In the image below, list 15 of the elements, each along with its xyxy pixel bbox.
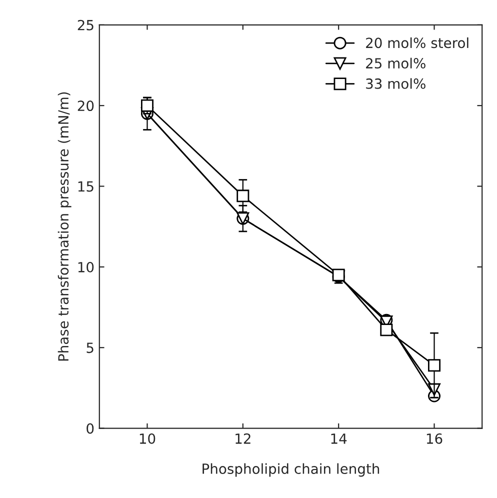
x-tick-label: 12 bbox=[236, 433, 250, 444]
y-axis-title: Phase transformation pressure (mN/m) bbox=[58, 92, 72, 361]
y-tick-label: 10 bbox=[78, 262, 94, 272]
legend-label: 20 mol% sterol bbox=[366, 37, 468, 48]
x-tick-label: 10 bbox=[140, 433, 156, 444]
legend-label: 33 mol% bbox=[366, 78, 426, 89]
x-axis-title: Phospholipid chain length bbox=[202, 463, 380, 477]
y-tick-label: 20 bbox=[78, 100, 94, 112]
y-tick-label: 0 bbox=[86, 423, 94, 434]
y-tick-label: 5 bbox=[86, 342, 94, 354]
x-tick-label: 16 bbox=[426, 433, 442, 444]
y-tick-label: 25 bbox=[78, 20, 94, 30]
y-tick-label: 15 bbox=[78, 181, 94, 192]
x-tick-label: 14 bbox=[331, 434, 347, 444]
legend-label: 25 mol% bbox=[366, 58, 426, 69]
